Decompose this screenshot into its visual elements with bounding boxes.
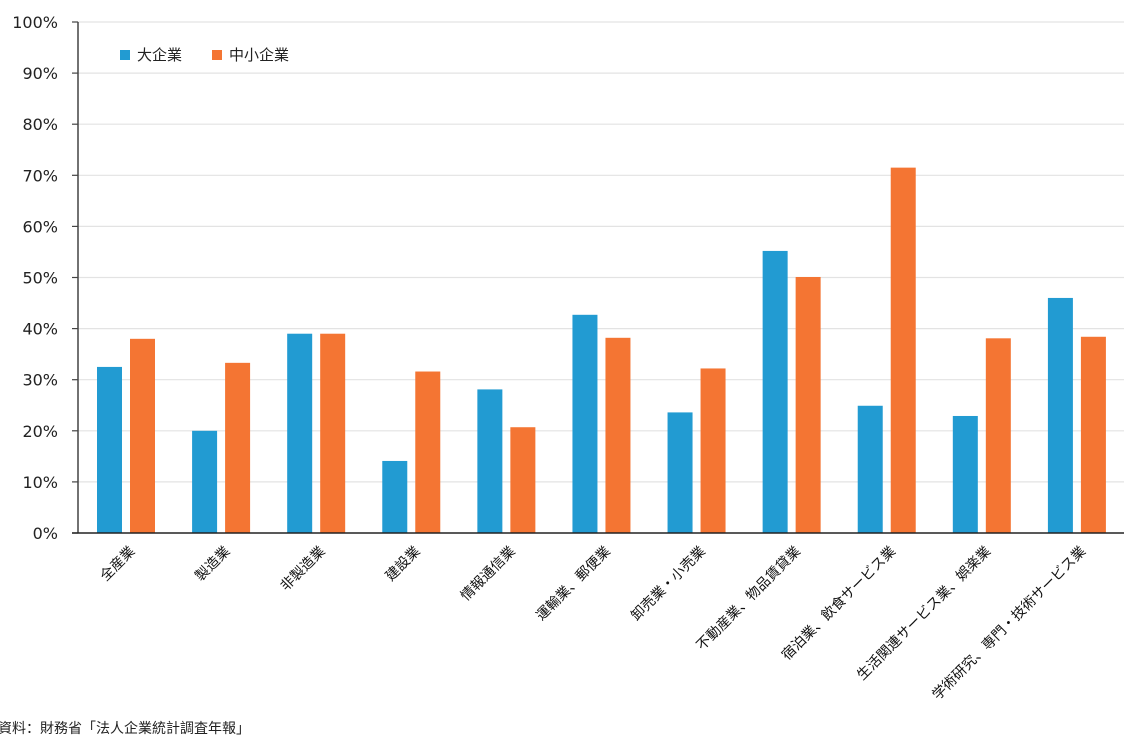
bar-large-enterprise: [762, 250, 788, 534]
y-tick-label: 30%: [22, 371, 58, 390]
x-category-label: 学術研究、専門・技術サービス業: [929, 544, 1089, 704]
y-tick-label: 20%: [22, 422, 58, 441]
bar-large-enterprise: [477, 389, 503, 533]
bar-large-enterprise: [667, 412, 693, 533]
x-category-label: 情報通信業: [458, 544, 519, 605]
bar-sme: [795, 276, 821, 533]
bar-sme: [605, 337, 631, 533]
bar-large-enterprise: [952, 415, 978, 533]
x-category-label: 非製造業: [278, 544, 329, 595]
y-tick-label: 100%: [12, 13, 58, 32]
bar-sme: [985, 338, 1011, 533]
bar-sme: [225, 362, 251, 533]
x-category-label: 不動産業、物品賃貸業: [694, 544, 804, 654]
bar-sme: [415, 371, 441, 533]
gridlines: [78, 21, 1124, 483]
legend-swatch-large-enterprise: [120, 50, 130, 60]
bar-sme: [320, 333, 346, 533]
x-category-label: 建設業: [383, 544, 424, 585]
bar-sme: [700, 368, 726, 533]
bar-sme: [510, 427, 536, 533]
x-axis-labels: 全産業 製造業 非製造業 建設業 情報通信業 運輸業、郵便業 卸売業・小売業不動産業、物品賃…: [97, 543, 1090, 704]
bar-large-enterprise: [857, 405, 883, 533]
y-tick-label: 70%: [22, 166, 58, 185]
bars: [97, 167, 1106, 534]
x-category-label: 運輸業、郵便業: [533, 544, 614, 625]
y-tick-label: 0%: [33, 524, 58, 543]
bar-large-enterprise: [572, 314, 598, 533]
x-category-label: 製造業: [192, 544, 233, 585]
bar-large-enterprise: [382, 460, 408, 533]
legend-label-large-enterprise: 大企業: [137, 46, 182, 64]
legend-label-sme: 中小企業: [229, 46, 289, 64]
y-tick-label: 10%: [22, 473, 58, 492]
y-axis: 0% 10% 20% 30% 40% 50% 60% 70% 80% 90% 100%: [12, 13, 79, 543]
y-tick-label: 50%: [22, 269, 58, 288]
y-tick-label: 80%: [22, 115, 58, 134]
bar-large-enterprise: [192, 430, 218, 533]
bar-large-enterprise: [97, 366, 122, 533]
legend-swatch-sme: [212, 50, 222, 60]
bar-sme: [1080, 336, 1106, 533]
bar-sme: [130, 338, 155, 533]
y-tick-label: 90%: [22, 64, 58, 83]
legend: 大企業 中小企業: [120, 46, 289, 64]
bar-large-enterprise: [287, 333, 313, 533]
x-category-label: 卸売業・小売業: [628, 544, 709, 625]
bar-sme: [890, 167, 916, 533]
source-note: 資料：財務省「法人企業統計調査年報」: [0, 721, 250, 737]
y-tick-label: 60%: [22, 217, 58, 236]
x-category-label: 全産業: [97, 543, 139, 585]
y-tick-label: 40%: [22, 320, 58, 339]
bar-large-enterprise: [1047, 297, 1073, 533]
